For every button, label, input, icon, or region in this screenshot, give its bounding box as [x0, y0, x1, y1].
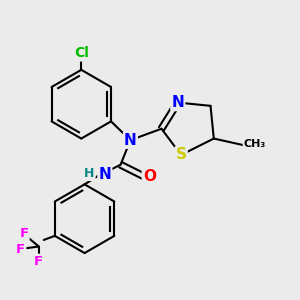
Text: S: S: [176, 147, 187, 162]
Text: N: N: [124, 133, 137, 148]
Text: O: O: [143, 169, 156, 184]
Text: Cl: Cl: [74, 46, 89, 61]
Text: CH₃: CH₃: [244, 140, 266, 149]
Text: N: N: [171, 95, 184, 110]
Text: N: N: [98, 167, 111, 182]
Text: F: F: [34, 255, 43, 268]
Text: H: H: [84, 167, 95, 180]
Text: F: F: [20, 227, 28, 240]
Text: F: F: [16, 243, 25, 256]
